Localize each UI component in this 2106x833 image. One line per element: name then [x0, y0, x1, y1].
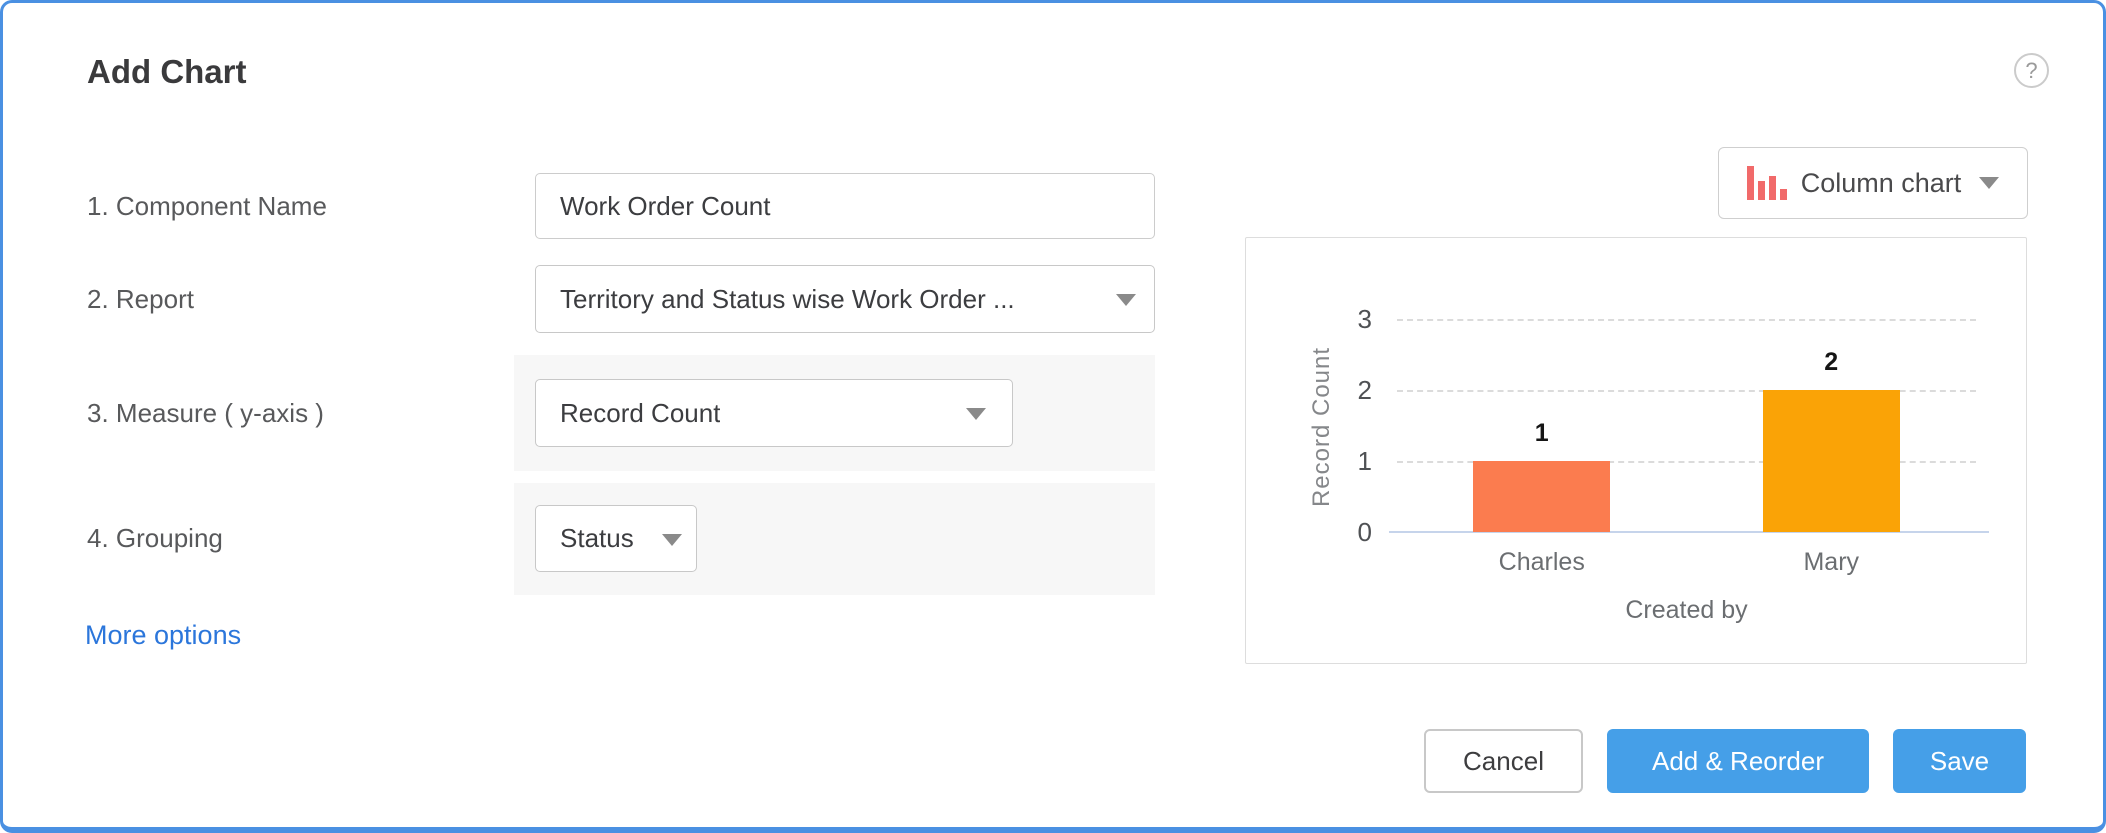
- chart-type-dropdown[interactable]: Column chart: [1718, 147, 2028, 219]
- component-name-label: 1. Component Name: [87, 191, 327, 221]
- chevron-down-icon: [1979, 177, 2000, 189]
- add-reorder-button[interactable]: Add & Reorder: [1607, 729, 1869, 793]
- grouping-select-value: Status: [560, 523, 634, 553]
- dropdown-caret-icon: [1116, 294, 1136, 306]
- measure-select-value: Record Count: [560, 397, 721, 428]
- dropdown-caret-icon: [966, 408, 986, 420]
- bar-value-label: 2: [1824, 348, 1839, 376]
- y-tick-label: 1: [1357, 446, 1372, 476]
- gridline: [1397, 390, 1976, 392]
- bar-value-label: 1: [1534, 419, 1549, 447]
- bar: [1762, 390, 1900, 532]
- chart-type-label: Column chart: [1800, 167, 1962, 198]
- chart-preview-panel: Record Count Created by 0 1 2 3 1 Charles 2 Mar…: [1245, 237, 2027, 664]
- component-name-input[interactable]: [535, 173, 1155, 239]
- report-label: 2. Report: [87, 284, 194, 314]
- grouping-label: 4. Grouping: [87, 523, 223, 553]
- measure-select[interactable]: Record Count: [535, 379, 1013, 447]
- save-button[interactable]: Save: [1893, 729, 2026, 793]
- more-options-link[interactable]: More options: [85, 620, 242, 650]
- x-axis-category-label: Charles: [1498, 548, 1585, 576]
- report-select-value: Territory and Status wise Work Order ...: [560, 283, 1015, 314]
- help-icon[interactable]: ?: [2014, 53, 2049, 88]
- column-chart-icon: [1746, 166, 1787, 200]
- report-select[interactable]: Territory and Status wise Work Order ...: [535, 265, 1155, 333]
- x-axis-title: Created by: [1625, 596, 1748, 624]
- y-axis-title: Record Count: [1308, 346, 1335, 508]
- cancel-button[interactable]: Cancel: [1424, 729, 1583, 793]
- grouping-select[interactable]: Status: [535, 505, 697, 572]
- x-axis-category-label: Mary: [1803, 548, 1860, 576]
- y-tick-label: 3: [1357, 304, 1372, 334]
- gridline: [1397, 319, 1976, 321]
- bar: [1473, 461, 1611, 532]
- y-tick-label: 0: [1357, 517, 1372, 547]
- measure-label: 3. Measure ( y-axis ): [87, 398, 324, 428]
- x-axis-line: [1389, 531, 1989, 533]
- page-title: Add Chart: [87, 53, 247, 90]
- question-mark-glyph: ?: [2025, 58, 2038, 83]
- dropdown-caret-icon: [662, 534, 682, 546]
- gridline: [1397, 461, 1976, 463]
- y-tick-label: 2: [1357, 375, 1372, 405]
